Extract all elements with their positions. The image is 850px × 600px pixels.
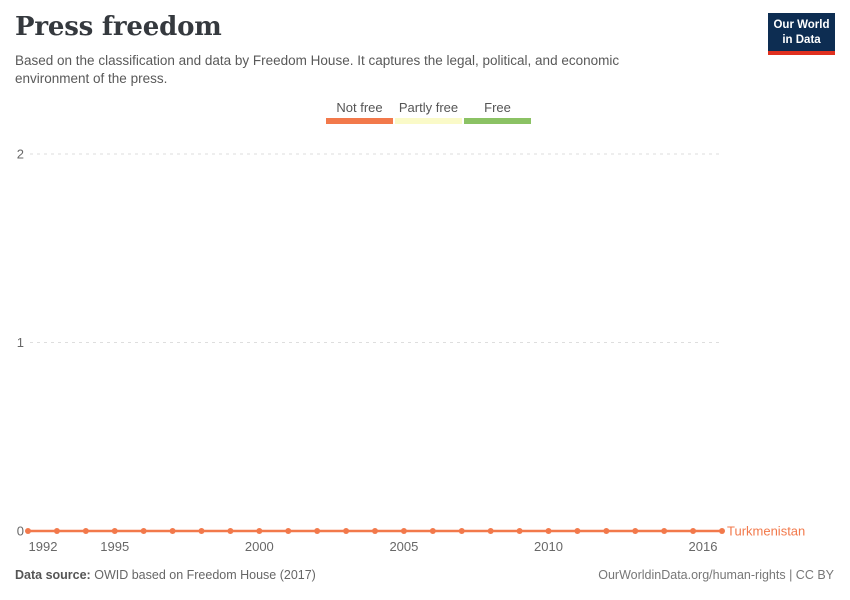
data-point[interactable]	[574, 528, 581, 534]
data-point[interactable]	[690, 528, 697, 534]
data-point[interactable]	[82, 528, 89, 534]
data-source-text: OWID based on Freedom House (2017)	[94, 568, 316, 582]
data-point[interactable]	[458, 528, 465, 534]
data-point[interactable]	[516, 528, 523, 534]
x-axis-tick-label: 1992	[29, 539, 58, 554]
data-point[interactable]	[400, 528, 407, 534]
chart-title: Press freedom	[15, 12, 222, 42]
x-axis-tick-label: 2010	[534, 539, 563, 554]
data-point[interactable]	[140, 528, 147, 534]
legend-color-bar	[464, 118, 531, 124]
data-point[interactable]	[343, 528, 350, 534]
legend-item-label: Not free	[336, 100, 383, 115]
series-label[interactable]: Turkmenistan	[727, 524, 805, 539]
data-point[interactable]	[487, 528, 494, 534]
data-point[interactable]	[603, 528, 610, 534]
x-axis-tick-label: 1995	[100, 539, 129, 554]
y-axis-tick-label: 1	[17, 335, 24, 350]
owid-logo-stripe	[768, 51, 835, 56]
owid-logo-line1: Our World	[773, 19, 830, 31]
chart-legend: Not free Partly free Free	[326, 100, 531, 124]
x-axis-tick-label: 2005	[389, 539, 418, 554]
data-point[interactable]	[719, 528, 725, 534]
legend-item-label: Free	[484, 100, 511, 115]
data-point[interactable]	[227, 528, 234, 534]
data-source-label: Data source:	[15, 568, 91, 582]
legend-item-label: Partly free	[398, 100, 459, 115]
legend-color-bar	[395, 118, 462, 124]
legend-item-partly-free[interactable]: Partly free	[395, 100, 462, 124]
owid-logo-line2: in Data	[782, 33, 821, 46]
data-point[interactable]	[661, 528, 668, 534]
data-point[interactable]	[198, 528, 205, 534]
legend-item-not-free[interactable]: Not free	[326, 100, 393, 124]
data-source-note: Data source: OWID based on Freedom House…	[15, 568, 316, 582]
legend-color-bar	[326, 118, 393, 124]
data-point[interactable]	[25, 528, 31, 534]
data-point[interactable]	[632, 528, 639, 534]
legend-item-free[interactable]: Free	[464, 100, 531, 124]
data-point[interactable]	[169, 528, 176, 534]
data-point[interactable]	[314, 528, 321, 534]
owid-logo[interactable]: Our World in Data	[768, 13, 835, 56]
y-axis-tick-label: 2	[17, 147, 24, 162]
y-axis-tick-label: 0	[17, 524, 24, 539]
x-axis-tick-label: 2016	[689, 539, 718, 554]
data-point[interactable]	[429, 528, 436, 534]
data-point[interactable]	[372, 528, 378, 534]
data-point[interactable]	[285, 528, 292, 534]
data-point[interactable]	[545, 528, 552, 534]
chart-subtitle: Based on the classification and data by …	[15, 53, 620, 87]
data-point[interactable]	[53, 528, 60, 534]
data-point[interactable]	[111, 528, 118, 534]
x-axis-tick-label: 2000	[245, 539, 274, 554]
attribution-link[interactable]: OurWorldinData.org/human-rights | CC BY	[598, 568, 834, 582]
data-point[interactable]	[256, 528, 263, 534]
